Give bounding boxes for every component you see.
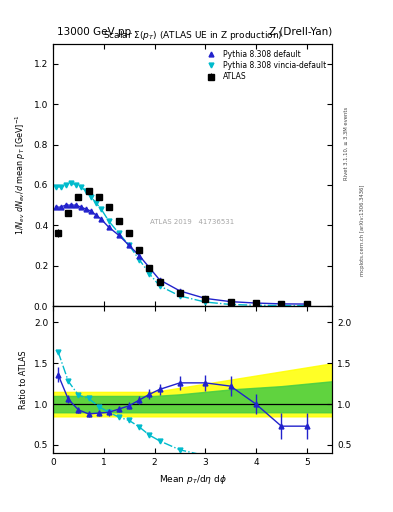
- Pythia 8.308 vincia-default: [117, 230, 121, 237]
- Pythia 8.308 vincia-default: [107, 218, 111, 224]
- Pythia 8.308 default: [253, 300, 258, 306]
- Pythia 8.308 default: [68, 202, 73, 208]
- Pythia 8.308 vincia-default: [89, 194, 94, 200]
- Y-axis label: $1/N_{ev}$ $dN_{ev}/d$ mean $p_T$ [GeV]$^{-1}$: $1/N_{ev}$ $dN_{ev}/d$ mean $p_T$ [GeV]$…: [14, 114, 28, 235]
- Pythia 8.308 default: [89, 208, 94, 214]
- Pythia 8.308 vincia-default: [73, 182, 78, 188]
- Pythia 8.308 vincia-default: [63, 182, 68, 188]
- Pythia 8.308 vincia-default: [137, 257, 141, 263]
- Pythia 8.308 vincia-default: [79, 184, 83, 190]
- Pythia 8.308 vincia-default: [178, 293, 182, 299]
- Line: Pythia 8.308 vincia-default: Pythia 8.308 vincia-default: [53, 180, 309, 308]
- Pythia 8.308 default: [73, 202, 78, 208]
- Pythia 8.308 default: [58, 204, 63, 210]
- Pythia 8.308 default: [94, 212, 99, 218]
- Pythia 8.308 vincia-default: [253, 302, 258, 308]
- Text: ATLAS 2019   41736531: ATLAS 2019 41736531: [151, 219, 235, 225]
- Pythia 8.308 vincia-default: [53, 184, 58, 190]
- Pythia 8.308 default: [107, 224, 111, 230]
- Pythia 8.308 vincia-default: [58, 184, 63, 190]
- Title: Scalar $\Sigma(p_T)$ (ATLAS UE in Z production): Scalar $\Sigma(p_T)$ (ATLAS UE in Z prod…: [103, 29, 282, 42]
- Pythia 8.308 default: [84, 206, 88, 212]
- Pythia 8.308 default: [127, 242, 132, 248]
- Pythia 8.308 vincia-default: [147, 271, 152, 277]
- Line: Pythia 8.308 default: Pythia 8.308 default: [53, 203, 309, 307]
- Pythia 8.308 vincia-default: [157, 283, 162, 289]
- Pythia 8.308 vincia-default: [304, 303, 309, 309]
- Pythia 8.308 vincia-default: [84, 188, 88, 194]
- Pythia 8.308 default: [79, 204, 83, 210]
- Text: Z (Drell-Yan): Z (Drell-Yan): [269, 27, 332, 37]
- Pythia 8.308 vincia-default: [279, 303, 284, 309]
- Pythia 8.308 default: [157, 277, 162, 283]
- Text: 13000 GeV pp: 13000 GeV pp: [57, 27, 131, 37]
- Pythia 8.308 default: [117, 232, 121, 239]
- Pythia 8.308 default: [178, 288, 182, 294]
- Text: Rivet 3.1.10, ≥ 3.3M events: Rivet 3.1.10, ≥ 3.3M events: [344, 106, 349, 180]
- Pythia 8.308 vincia-default: [203, 299, 208, 305]
- Pythia 8.308 vincia-default: [127, 242, 132, 248]
- Legend: Pythia 8.308 default, Pythia 8.308 vincia-default, ATLAS: Pythia 8.308 default, Pythia 8.308 vinci…: [200, 47, 328, 83]
- Pythia 8.308 default: [279, 301, 284, 307]
- Pythia 8.308 default: [304, 301, 309, 307]
- Pythia 8.308 vincia-default: [94, 200, 99, 206]
- Pythia 8.308 default: [53, 204, 58, 210]
- Pythia 8.308 default: [99, 216, 104, 222]
- Pythia 8.308 default: [147, 265, 152, 271]
- Pythia 8.308 default: [203, 295, 208, 302]
- Y-axis label: Ratio to ATLAS: Ratio to ATLAS: [19, 350, 28, 409]
- Pythia 8.308 vincia-default: [99, 206, 104, 212]
- Pythia 8.308 default: [63, 202, 68, 208]
- Pythia 8.308 default: [137, 252, 141, 259]
- Pythia 8.308 vincia-default: [68, 180, 73, 186]
- X-axis label: Mean $p_T$/d$\eta$ d$\phi$: Mean $p_T$/d$\eta$ d$\phi$: [159, 473, 226, 485]
- Pythia 8.308 vincia-default: [228, 302, 233, 308]
- Pythia 8.308 default: [228, 298, 233, 305]
- Text: mcplots.cern.ch [arXiv:1306.3436]: mcplots.cern.ch [arXiv:1306.3436]: [360, 185, 365, 276]
